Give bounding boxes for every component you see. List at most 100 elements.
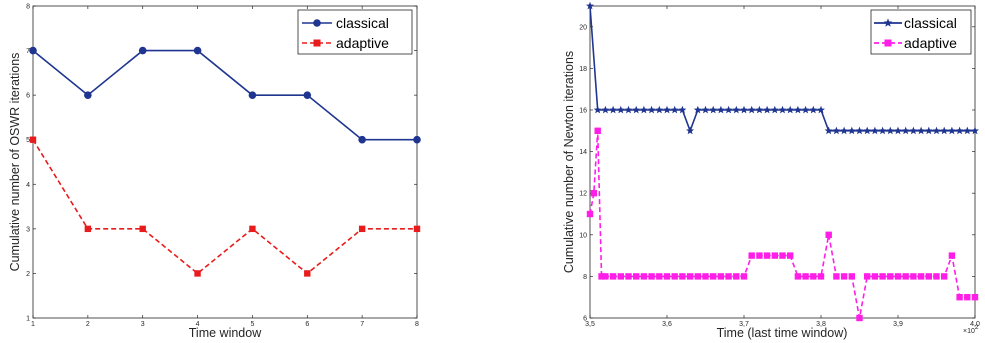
axes: 1 2 3 4 5 6 7 8 1 2 3 4 5 6 7 8 <box>26 4 419 329</box>
data-point-classical <box>724 105 733 114</box>
data-point-adaptive <box>917 273 925 280</box>
data-point-classical <box>693 105 702 114</box>
data-point-classical <box>886 126 895 135</box>
data-point-adaptive <box>833 273 840 280</box>
x-tick-label: 3,5 <box>585 321 595 328</box>
data-point-classical <box>624 105 633 114</box>
data-point-adaptive <box>602 273 609 280</box>
data-point-adaptive <box>656 273 663 280</box>
data-point-adaptive <box>633 273 640 280</box>
legend-box <box>870 9 972 55</box>
data-point-classical <box>971 126 979 135</box>
data-point-classical <box>894 126 902 135</box>
data-point-classical <box>413 135 421 144</box>
data-point-adaptive <box>825 231 832 238</box>
plot-area-frame <box>589 5 976 319</box>
legend-label-adaptive: adaptive <box>336 35 389 51</box>
data-point-classical <box>740 105 748 114</box>
y-tick-label: 5 <box>26 137 30 144</box>
data-point-classical <box>924 126 933 135</box>
x-tick-label: 1 <box>31 321 35 328</box>
y-tick-label: 2 <box>26 271 30 278</box>
chart-oswr-iterations: 1 2 3 4 5 6 7 8 1 2 3 4 5 6 7 8 Time window Cumulative … <box>8 4 421 340</box>
data-point-adaptive <box>771 252 778 259</box>
y-tick-label: 4 <box>26 182 30 189</box>
data-point-adaptive <box>594 127 601 134</box>
data-point-adaptive <box>702 273 709 280</box>
data-point-adaptive <box>879 273 886 280</box>
data-point-adaptive <box>590 190 598 197</box>
data-point-classical <box>832 126 841 135</box>
data-point-classical <box>955 126 964 135</box>
data-point-adaptive <box>794 273 802 280</box>
data-point-adaptive <box>894 273 902 280</box>
y-tick-label: 3 <box>26 226 30 233</box>
data-point-classical <box>716 105 725 114</box>
data-point-adaptive <box>679 273 686 280</box>
data-point-adaptive <box>598 273 605 280</box>
data-point-classical <box>84 91 92 99</box>
data-point-classical <box>878 126 887 135</box>
data-point-classical <box>840 126 849 135</box>
series-group <box>29 46 421 277</box>
data-point-classical <box>193 46 202 55</box>
data-point-adaptive <box>956 294 963 301</box>
data-point-classical <box>138 46 147 55</box>
data-point-classical <box>686 126 695 135</box>
data-point-adaptive <box>910 273 917 280</box>
data-point-adaptive <box>971 294 979 301</box>
data-point-adaptive <box>625 273 632 280</box>
legend-box <box>297 9 413 55</box>
data-point-adaptive <box>941 273 948 280</box>
chart-newton-iterations: 3,5 3,6 3,7 3,8 3,9 4,0 6 8 10 12 14 16 18 20 Time (l… <box>562 1 980 340</box>
data-point-classical <box>901 126 910 135</box>
data-point-adaptive <box>686 273 694 280</box>
legend-marker-adaptive <box>884 39 892 47</box>
legend-label-classical: classical <box>336 15 389 31</box>
x-tick-label: 4 <box>196 321 200 328</box>
data-point-adaptive <box>84 225 92 233</box>
data-point-classical <box>940 126 949 135</box>
x-tick-label: 5 <box>250 321 254 328</box>
data-point-classical <box>586 1 594 10</box>
data-point-adaptive <box>902 273 909 280</box>
data-point-adaptive <box>358 225 366 233</box>
data-point-classical <box>663 105 671 114</box>
data-point-adaptive <box>717 273 725 280</box>
x-tick-label: 2 <box>86 321 90 328</box>
data-point-classical <box>909 126 918 135</box>
data-point-adaptive <box>887 273 894 280</box>
x-tick-label: 4,0 <box>970 321 980 328</box>
data-point-classical <box>248 91 257 99</box>
data-point-adaptive <box>933 273 940 280</box>
x-tick-label: 6 <box>305 321 309 328</box>
x-tick-label: 3,9 <box>893 321 903 328</box>
data-point-adaptive <box>663 273 671 280</box>
series-line-adaptive <box>32 139 417 275</box>
data-point-classical <box>655 105 664 114</box>
data-point-classical <box>932 126 941 135</box>
data-point-classical <box>870 126 879 135</box>
data-point-classical <box>824 126 833 135</box>
y-tick-label: 1 <box>26 316 30 323</box>
legend-label-classical: classical <box>904 15 957 31</box>
y-tick-label: 8 <box>583 274 587 281</box>
data-point-classical <box>778 105 787 114</box>
data-point-adaptive <box>864 273 871 280</box>
y-tick-label: 20 <box>579 24 587 31</box>
data-point-adaptive <box>763 252 771 259</box>
plot-area-frame <box>32 5 418 319</box>
data-point-adaptive <box>139 225 146 233</box>
data-point-classical <box>616 105 625 114</box>
data-point-classical <box>747 105 756 114</box>
data-point-adaptive <box>413 225 421 233</box>
data-point-classical <box>601 105 610 114</box>
legend: classical adaptive <box>297 9 413 55</box>
data-point-classical <box>847 126 856 135</box>
data-point-classical <box>670 105 679 114</box>
x-tick-label: 3,6 <box>662 321 672 328</box>
x-tick-label: 3 <box>141 321 145 328</box>
x-tick-label: 3,8 <box>816 321 826 328</box>
data-point-adaptive <box>748 252 755 259</box>
